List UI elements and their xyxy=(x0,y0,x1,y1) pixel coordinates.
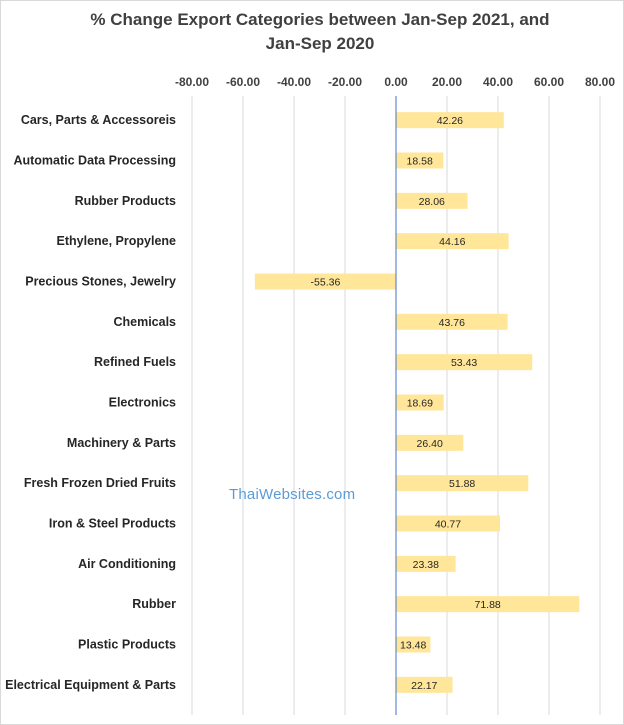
category-label: Machinery & Parts xyxy=(67,436,176,450)
data-label: 51.88 xyxy=(449,478,475,490)
category-label: Rubber Products xyxy=(75,194,176,208)
bar xyxy=(254,273,396,290)
bar xyxy=(396,112,504,129)
x-tick-label: 80.00 xyxy=(585,75,615,89)
category-label: Automatic Data Processing xyxy=(13,154,176,168)
data-label: 22.17 xyxy=(411,680,437,692)
data-label: 40.77 xyxy=(435,519,461,531)
category-label: Rubber xyxy=(132,597,176,611)
x-tick-label: 20.00 xyxy=(432,75,462,89)
category-label: Refined Fuels xyxy=(94,355,176,369)
category-label: Electrical Equipment & Parts xyxy=(5,678,176,692)
data-label: 42.26 xyxy=(437,115,463,127)
bar xyxy=(396,394,444,411)
x-tick-label: -60.00 xyxy=(226,75,260,89)
bar xyxy=(396,475,529,492)
data-label: 71.88 xyxy=(475,599,501,611)
category-label: Fresh Frozen Dried Fruits xyxy=(24,476,176,490)
chart-title-line-1: % Change Export Categories between Jan-S… xyxy=(90,10,550,29)
x-tick-label: 0.00 xyxy=(384,75,408,89)
bar xyxy=(396,313,508,330)
bar xyxy=(396,676,453,693)
bar xyxy=(396,555,456,572)
data-label: 44.16 xyxy=(439,236,465,248)
bar xyxy=(396,354,533,371)
x-tick-label: 40.00 xyxy=(483,75,513,89)
data-label: 26.40 xyxy=(417,438,443,450)
bar xyxy=(396,596,580,613)
bar xyxy=(396,636,431,653)
data-label: 23.38 xyxy=(413,559,439,571)
x-tick-label: -80.00 xyxy=(175,75,209,89)
data-label: 18.69 xyxy=(407,398,433,410)
category-label: Air Conditioning xyxy=(78,557,176,571)
x-tick-label: -40.00 xyxy=(277,75,311,89)
bar xyxy=(396,515,500,532)
category-label: Iron & Steel Products xyxy=(49,517,176,531)
bar xyxy=(396,192,468,209)
data-label: 18.58 xyxy=(407,156,433,168)
chart-title: % Change Export Categories between Jan-S… xyxy=(60,8,580,56)
x-tick-label: -20.00 xyxy=(328,75,362,89)
watermark: ThaiWebsites.com xyxy=(229,486,356,503)
bar xyxy=(396,434,464,451)
category-label: Chemicals xyxy=(113,315,176,329)
data-label: -55.36 xyxy=(311,277,341,289)
chart-title-line-2: Jan-Sep 2020 xyxy=(265,34,375,53)
bar xyxy=(396,233,509,250)
data-label: 53.43 xyxy=(451,357,477,369)
x-tick-label: 60.00 xyxy=(534,75,564,89)
bar xyxy=(396,152,444,169)
data-label: 13.48 xyxy=(400,640,426,652)
category-label: Plastic Products xyxy=(78,638,176,652)
category-label: Precious Stones, Jewelry xyxy=(25,275,176,289)
category-label: Electronics xyxy=(109,396,176,410)
category-label: Cars, Parts & Accessoreis xyxy=(21,113,176,127)
data-label: 43.76 xyxy=(439,317,465,329)
data-label: 28.06 xyxy=(419,196,445,208)
category-label: Ethylene, Propylene xyxy=(57,234,177,248)
